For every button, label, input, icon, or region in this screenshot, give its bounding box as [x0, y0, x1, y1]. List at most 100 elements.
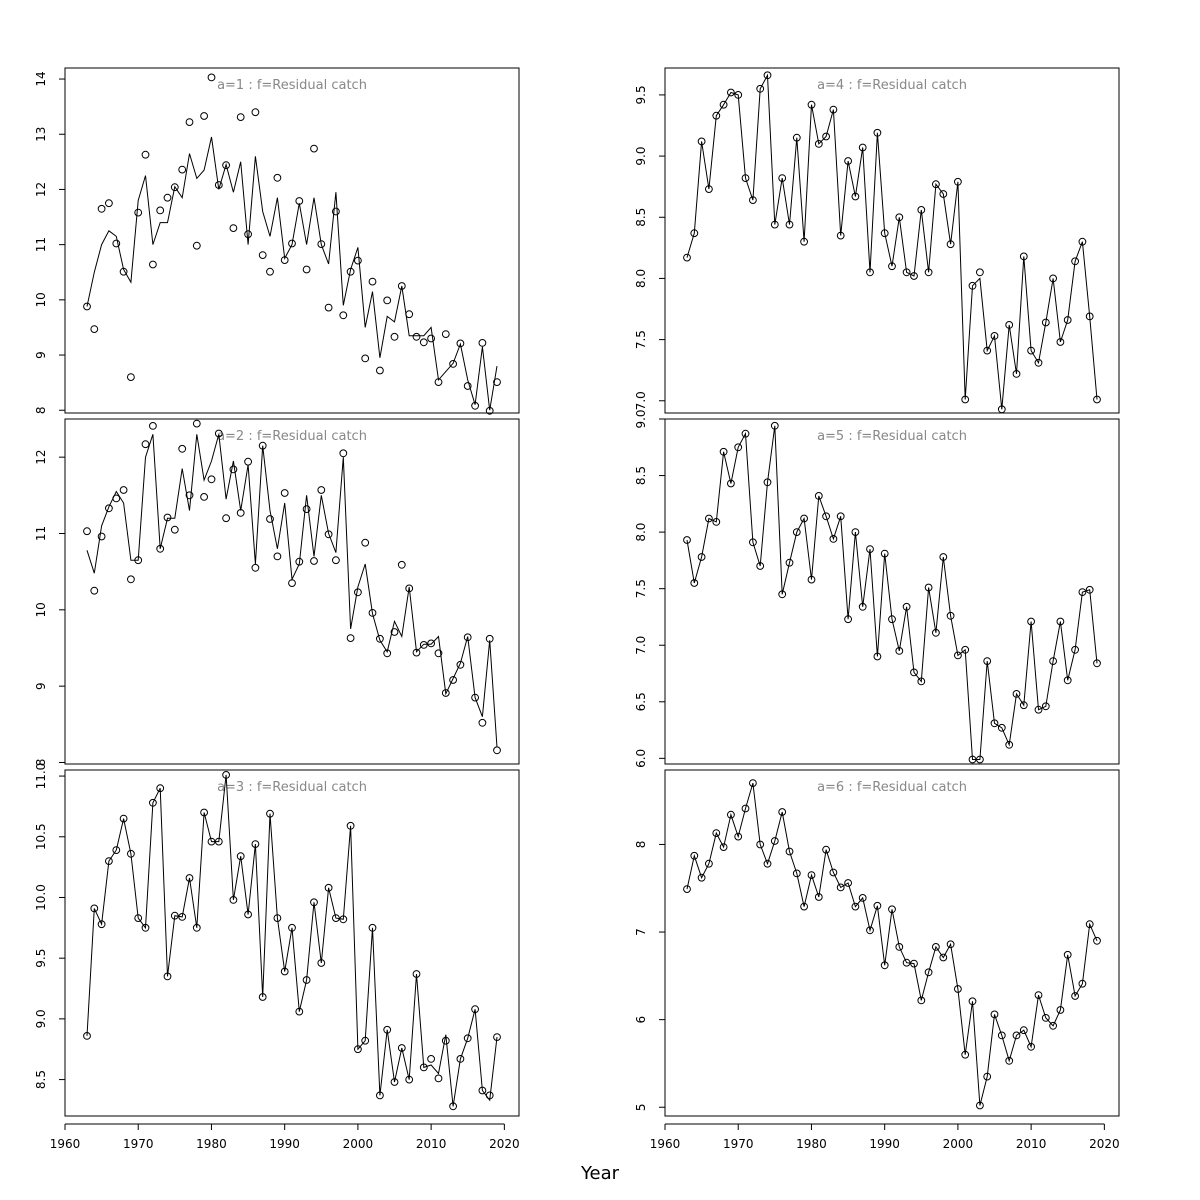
data-point	[90, 325, 99, 334]
y-tick-label: 12	[34, 450, 48, 465]
y-tick-label: 8	[34, 406, 48, 414]
data-point	[427, 639, 436, 648]
x-tick-label: 1980	[796, 1137, 827, 1151]
data-point	[895, 647, 904, 655]
data-point	[178, 913, 187, 921]
data-point	[361, 538, 370, 547]
y-tick-label: 9.0	[34, 1009, 48, 1028]
data-point	[412, 332, 421, 341]
data-point	[727, 810, 735, 819]
x-tick-label: 2020	[1089, 1137, 1120, 1151]
data-point	[419, 641, 428, 649]
data-point	[339, 311, 348, 320]
y-tick-label: 9.0	[634, 147, 648, 166]
data-point	[258, 251, 267, 260]
data-point	[126, 373, 135, 382]
x-tick-label: 2000	[943, 1137, 974, 1151]
y-tick-label: 8.5	[634, 466, 648, 485]
panel-title: a=5 : f=Residual catch	[817, 429, 967, 444]
panel-title: a=2 : f=Residual catch	[217, 429, 367, 444]
data-point	[683, 253, 691, 262]
y-tick-label: 8.0	[634, 269, 648, 288]
x-tick-label: 1990	[869, 1137, 900, 1151]
data-point	[441, 689, 450, 697]
panel-title: a=1 : f=Residual catch	[217, 78, 367, 93]
data-point	[705, 859, 713, 868]
data-point	[324, 303, 333, 312]
data-point	[361, 354, 370, 363]
data-point	[200, 112, 209, 120]
data-point	[244, 457, 253, 466]
data-point	[1041, 318, 1050, 327]
data-point	[83, 302, 91, 311]
panel-5: a=5 : f=Residual catch 6.0 6.5 7.0 7.5 8.0 8.5…	[634, 409, 1120, 768]
data-point	[354, 588, 362, 597]
data-point	[434, 649, 443, 658]
plot-frame	[664, 418, 1120, 765]
data-point	[390, 628, 399, 636]
data-point	[829, 535, 838, 543]
y-tick-label: 14	[34, 71, 48, 86]
plot-frame	[64, 769, 520, 1117]
data-point	[244, 230, 253, 239]
data-point	[719, 100, 728, 109]
panels: a=1 : f=Residual catch 8 9 10 11 12 13 14 a=2 : …	[34, 67, 1120, 1151]
y-tick-label: 10.0	[34, 884, 48, 911]
data-point	[924, 968, 933, 977]
data-point	[734, 443, 743, 452]
data-point	[434, 1074, 443, 1083]
data-point	[690, 851, 699, 860]
data-point	[763, 859, 772, 868]
data-point	[280, 489, 289, 497]
data-point	[463, 633, 472, 642]
data-point	[727, 479, 735, 488]
data-point	[119, 814, 128, 823]
y-tick-label: 5	[634, 1103, 648, 1111]
data-point	[1019, 1026, 1028, 1035]
data-point	[814, 893, 823, 901]
data-point	[251, 563, 260, 572]
y-tick-label: 11	[34, 526, 48, 541]
data-point	[339, 449, 348, 458]
y-tick-label: 11	[34, 237, 48, 252]
data-point	[946, 940, 955, 949]
data-point	[778, 808, 787, 816]
data-point	[697, 553, 706, 561]
x-tick-label: 2020	[489, 1137, 520, 1151]
panel-title: a=4 : f=Residual catch	[817, 78, 967, 93]
data-point	[332, 556, 340, 565]
data-point	[997, 723, 1006, 732]
data-point	[266, 515, 274, 523]
data-point	[317, 486, 326, 494]
data-point	[1093, 936, 1101, 945]
data-point	[288, 579, 296, 587]
data-point	[185, 491, 194, 500]
data-point	[814, 140, 823, 148]
data-point	[354, 256, 362, 265]
data-point	[493, 378, 501, 387]
data-point	[405, 584, 414, 593]
plot-frame	[664, 67, 1120, 414]
data-point	[97, 532, 106, 541]
data-point	[178, 444, 187, 453]
data-point	[397, 282, 406, 290]
data-point	[273, 552, 282, 561]
data-point	[156, 206, 165, 215]
data-point	[822, 845, 830, 854]
data-point	[493, 746, 501, 755]
y-tick-label: 6.5	[634, 692, 648, 711]
panel-title: a=6 : f=Residual catch	[817, 780, 967, 795]
data-point	[83, 527, 91, 536]
y-tick-label: 9.5	[34, 949, 48, 968]
y-tick-label: 9	[34, 682, 48, 690]
data-point	[288, 239, 296, 248]
data-point	[712, 829, 721, 837]
data-point	[126, 575, 135, 584]
data-point	[800, 902, 808, 911]
data-point	[105, 199, 113, 208]
data-point	[192, 419, 201, 428]
data-point	[229, 465, 238, 474]
data-point	[397, 560, 406, 569]
data-point	[734, 832, 743, 841]
data-point	[390, 332, 399, 341]
